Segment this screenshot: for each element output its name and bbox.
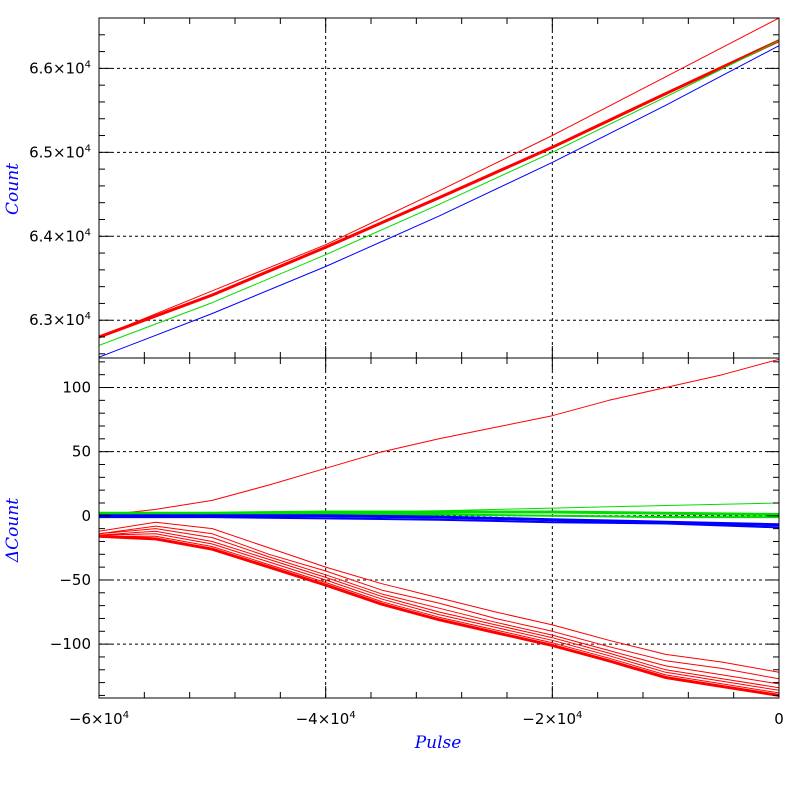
top-y-tick-label: 6.5×104 (29, 143, 91, 161)
bottom-series-blue-line (99, 516, 779, 529)
top-series-red-line (99, 18, 779, 338)
bottom-series-red-line (99, 535, 779, 694)
top-y-tick-label: 6.3×104 (29, 311, 91, 329)
bottom-series-red-line (99, 530, 779, 689)
bottom-series-red-line (99, 533, 779, 691)
bottom-panel: −100 −50 0 50 100 −6×104 −4×104 −2×104 0 (50, 357, 784, 728)
x-tick-label: −4×104 (296, 710, 356, 728)
x-tick-label: 0 (774, 710, 784, 728)
bottom-y-tick-label: 100 (62, 379, 91, 397)
bottom-series-red-line (99, 525, 779, 680)
bottom-series-green-line (99, 510, 779, 516)
bottom-series-blue-line (99, 514, 779, 527)
bottom-series-red-line (99, 534, 779, 697)
top-y-axis-title: Count (3, 163, 23, 215)
bottom-plot-frame (98, 357, 780, 699)
top-series-green-line (99, 40, 779, 346)
top-y-tick-label: 6.4×104 (29, 227, 91, 245)
x-tick-label: −6×104 (69, 710, 129, 728)
bottom-series-red-line (99, 521, 779, 673)
bottom-series-red-line (99, 528, 779, 685)
top-series-blue-line (99, 45, 779, 358)
bottom-y-tick-label: −50 (59, 571, 91, 589)
bottom-y-tick-label: −100 (50, 635, 91, 653)
bottom-y-tick-label: 50 (72, 443, 91, 461)
top-panel: 6.3×104 6.4×104 6.5×104 6.6×104 (29, 17, 780, 359)
top-series-red-line (99, 39, 779, 339)
bottom-y-tick-label: 0 (81, 507, 91, 525)
bottom-y-axis-title: ΔCount (3, 498, 23, 563)
x-tick-label: −2×104 (522, 710, 582, 728)
x-axis-title: Pulse (414, 733, 462, 753)
bottom-series-red-line (99, 358, 779, 517)
top-y-tick-label: 6.6×104 (29, 59, 91, 77)
